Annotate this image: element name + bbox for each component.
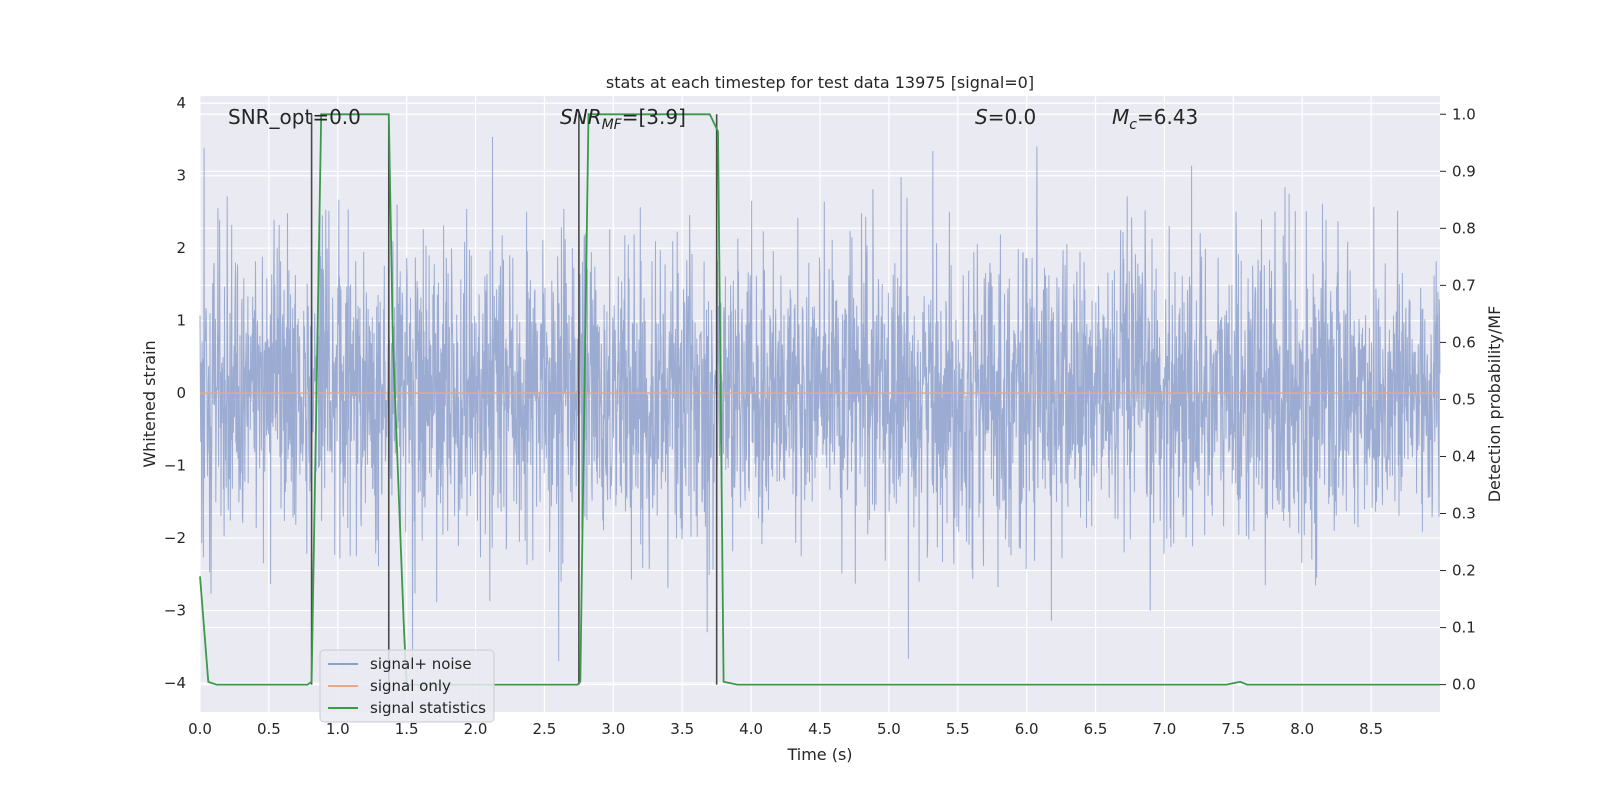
- y-tick-label: −2: [164, 529, 186, 547]
- y-tick-label: −3: [164, 602, 186, 620]
- x-tick-label: 2.0: [464, 720, 488, 738]
- y-axis-label: Whitened strain: [140, 340, 159, 467]
- y2-tick-label: 0.2: [1452, 562, 1476, 580]
- y2-tick-label: 0.1: [1452, 619, 1476, 637]
- x-tick-label: 0.0: [188, 720, 212, 738]
- legend: signal+ noise signal only signal statist…: [319, 649, 495, 723]
- y2-tick-label: 0.5: [1452, 390, 1476, 408]
- x-axis-label: Time (s): [786, 745, 852, 764]
- annotation-s: S=0.0: [975, 105, 1036, 129]
- y2-tick-label: 0.8: [1452, 219, 1476, 237]
- y2-tick-label: 1.0: [1452, 105, 1476, 123]
- snr-mf-value: =[3.9]: [622, 105, 686, 129]
- y2-tick-label: 0.9: [1452, 162, 1476, 180]
- y-tick-label: 1: [176, 312, 186, 330]
- signal-statistics-series: [199, 113, 1440, 686]
- signal-noise-line: [199, 136, 1441, 662]
- legend-label-noise: signal+ noise: [370, 655, 472, 673]
- x-tick-label: 4.5: [808, 720, 832, 738]
- legend-box: [319, 649, 495, 723]
- signal-statistics-line: [199, 113, 1440, 686]
- s-value: =0.0: [988, 105, 1037, 129]
- y2-tick-labels: 1.0 0.9 0.8 0.7 0.6 0.5 0.4 0.3 0.2 0.1 0.0: [1440, 105, 1476, 694]
- annotation-snr-opt: SNR_opt=0.0: [228, 105, 361, 129]
- x-tick-label: 1.5: [395, 720, 419, 738]
- x-tick-label: 7.5: [1221, 720, 1245, 738]
- x-tick-label: 8.5: [1359, 720, 1383, 738]
- x-tick-label: 5.0: [877, 720, 901, 738]
- mc-subscript: c: [1129, 117, 1137, 133]
- annotation-mc: Mc=6.43: [1112, 105, 1198, 133]
- y-tick-label: 0: [176, 384, 186, 402]
- y2-tick-label: 0.0: [1452, 676, 1476, 694]
- x-tick-label: 7.0: [1153, 720, 1177, 738]
- x-tick-label: 8.0: [1290, 720, 1314, 738]
- mc-value: =6.43: [1137, 105, 1198, 129]
- x-tick-label: 0.5: [257, 720, 281, 738]
- x-tick-label: 1.0: [326, 720, 350, 738]
- y2-tick-label: 0.6: [1452, 333, 1476, 351]
- signal-noise-series: [199, 136, 1441, 662]
- x-tick-labels: 0.0 0.5 1.0 1.5 2.0 2.5 3.0 3.5 4.0 4.5 5.0 5.5 6.0 6…: [188, 720, 1383, 738]
- snr-mf-symbol: SNR: [560, 105, 602, 129]
- y2-tick-label: 0.4: [1452, 447, 1476, 465]
- x-tick-label: 2.5: [533, 720, 557, 738]
- y2-tick-label: 0.7: [1452, 276, 1476, 294]
- x-tick-label: 6.0: [1015, 720, 1039, 738]
- x-tick-label: 4.0: [739, 720, 763, 738]
- y-tick-labels: 4 3 2 1 0 −1 −2 −3 −4: [164, 94, 186, 692]
- x-tick-label: 3.5: [670, 720, 694, 738]
- x-tick-label: 6.5: [1084, 720, 1108, 738]
- legend-label-statistics: signal statistics: [370, 699, 486, 717]
- mc-symbol: M: [1112, 105, 1129, 129]
- y-tick-label: −1: [164, 457, 186, 475]
- snr-mf-subscript: MF: [602, 117, 623, 133]
- chart-title: stats at each timestep for test data 139…: [606, 73, 1034, 92]
- x-tick-label: 3.0: [601, 720, 625, 738]
- legend-label-signal-only: signal only: [370, 677, 451, 695]
- annotation-snr-mf: SNRMF=[3.9]: [560, 105, 686, 133]
- y-tick-label: 2: [176, 239, 186, 257]
- s-symbol: S: [975, 105, 988, 129]
- y-tick-label: 4: [176, 94, 186, 112]
- y2-tick-label: 0.3: [1452, 505, 1476, 523]
- x-tick-label: 5.5: [946, 720, 970, 738]
- y2-axis-label: Detection probability/MF: [1485, 306, 1504, 503]
- y-tick-label: 3: [176, 167, 186, 185]
- y-tick-label: −4: [164, 674, 186, 692]
- marker-lines: [310, 114, 718, 685]
